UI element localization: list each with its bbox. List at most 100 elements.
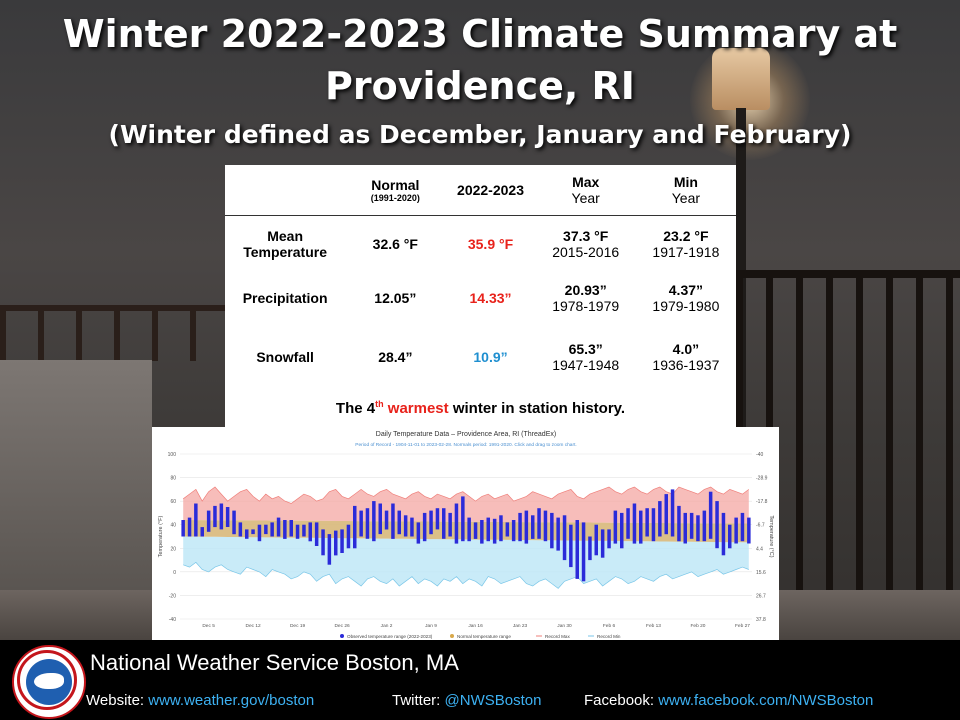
cell-min-value: 4.37” bbox=[668, 281, 704, 298]
twitter-link[interactable]: @NWSBoston bbox=[444, 692, 542, 709]
background-fence-left bbox=[0, 305, 225, 361]
legend-swatch bbox=[450, 634, 454, 638]
y2-tick-label: -28.9 bbox=[756, 476, 768, 482]
observed-bar bbox=[556, 517, 560, 551]
climate-stats-table: Normal (1991-2020) 2022-2023 Max Year Mi… bbox=[225, 165, 736, 390]
cell-current: 10.9” bbox=[473, 348, 508, 365]
cell-max-value: 20.93” bbox=[564, 281, 607, 298]
warmest-winter-note: The 4th warmest winter in station histor… bbox=[225, 399, 736, 417]
observed-bar bbox=[747, 517, 751, 544]
cell-normal: 28.4” bbox=[378, 348, 413, 365]
observed-bar bbox=[511, 520, 516, 542]
observed-bar bbox=[302, 524, 306, 537]
header-normal-label: Normal bbox=[371, 177, 420, 193]
x-tick-label: Feb 20 bbox=[691, 623, 706, 629]
observed-bar bbox=[264, 524, 268, 535]
row-label-temperature: Mean Temperature bbox=[225, 216, 345, 272]
observed-bar bbox=[569, 524, 573, 568]
temperature-chart-panel[interactable]: Daily Temperature Data – Providence Area… bbox=[152, 427, 779, 645]
cell-min: 4.0” 1936-1937 bbox=[636, 324, 736, 390]
facebook-group: Facebook: www.facebook.com/NWSBoston bbox=[584, 692, 873, 709]
observed-bar bbox=[581, 522, 586, 582]
twitter-label: Twitter: bbox=[392, 692, 441, 709]
header-current: 2022-2023 bbox=[445, 165, 536, 216]
cell-min-year: 1936-1937 bbox=[652, 356, 720, 373]
observed-bar bbox=[187, 517, 192, 537]
observed-bar bbox=[677, 505, 681, 542]
y-tick-label: 20 bbox=[170, 546, 176, 552]
x-tick-label: Jan 23 bbox=[513, 623, 528, 629]
y-tick-label: -40 bbox=[169, 617, 176, 623]
header-min: Min Year bbox=[635, 165, 736, 216]
observed-bar bbox=[645, 508, 649, 537]
row-label-precipitation: Precipitation bbox=[242, 289, 328, 306]
website-link[interactable]: www.weather.gov/boston bbox=[148, 692, 315, 709]
header-normal: Normal (1991-2020) bbox=[345, 165, 446, 216]
x-tick-label: Dec 5 bbox=[202, 623, 215, 629]
observed-bar bbox=[181, 520, 185, 537]
legend-item: Observed temperature range (2022-2023) bbox=[347, 634, 433, 639]
observed-bar bbox=[238, 522, 243, 537]
observed-bar bbox=[467, 517, 471, 542]
observed-bar bbox=[289, 520, 293, 537]
x-tick-label: Feb 6 bbox=[603, 623, 616, 629]
legend-item: Record Max bbox=[545, 634, 570, 639]
cell-normal: 32.6 °F bbox=[372, 235, 418, 252]
cell-max-value: 65.3” bbox=[568, 340, 603, 357]
note-pre: The 4 bbox=[335, 400, 376, 417]
y-tick-label: -20 bbox=[169, 593, 176, 599]
observed-bar bbox=[403, 515, 408, 537]
observed-bar bbox=[626, 508, 630, 539]
observed-bar bbox=[607, 529, 611, 549]
observed-bar bbox=[283, 520, 287, 539]
row-label-line1: Mean bbox=[267, 227, 304, 244]
cell-min: 23.2 °F 1917-1918 bbox=[636, 216, 736, 272]
cell-min-year: 1917-1918 bbox=[652, 243, 720, 260]
facebook-link[interactable]: www.facebook.com/NWSBoston bbox=[658, 692, 874, 709]
observed-bar bbox=[422, 512, 427, 542]
cell-current: 14.33” bbox=[469, 289, 512, 306]
y2-tick-label: 26.7 bbox=[756, 593, 766, 599]
observed-bar bbox=[670, 489, 675, 537]
observed-bar bbox=[531, 515, 535, 539]
observed-bar bbox=[728, 524, 732, 549]
nws-logo bbox=[12, 645, 86, 719]
observed-bar bbox=[588, 536, 592, 561]
observed-bar bbox=[251, 529, 255, 535]
legend-swatch bbox=[340, 634, 344, 638]
observed-bar bbox=[276, 517, 281, 537]
street-lamp bbox=[712, 48, 770, 110]
x-tick-label: Jan 2 bbox=[381, 623, 393, 629]
header-min-label: Min bbox=[673, 174, 698, 190]
y2-tick-label: 4.4 bbox=[756, 546, 763, 552]
observed-bar bbox=[620, 512, 624, 549]
observed-bar bbox=[448, 512, 452, 537]
observed-bar bbox=[232, 510, 236, 535]
temperature-chart[interactable]: Daily Temperature Data – Providence Area… bbox=[152, 427, 779, 645]
observed-bar bbox=[346, 524, 351, 549]
x-tick-label: Dec 26 bbox=[334, 623, 350, 629]
cell-normal: 12.05” bbox=[374, 289, 417, 306]
cell-min-value: 23.2 °F bbox=[663, 227, 709, 244]
record-min-line bbox=[183, 561, 749, 589]
lamp-post bbox=[736, 108, 746, 428]
observed-bar bbox=[702, 510, 707, 542]
org-name: National Weather Service Boston, MA bbox=[90, 650, 459, 675]
climate-stats-panel: Normal (1991-2020) 2022-2023 Max Year Mi… bbox=[225, 165, 736, 427]
observed-bar bbox=[353, 505, 357, 549]
legend-item: Record Min bbox=[597, 634, 621, 639]
observed-bar bbox=[683, 512, 687, 544]
observed-bar bbox=[397, 510, 401, 535]
observed-bar bbox=[740, 512, 745, 542]
observed-bar bbox=[416, 522, 421, 544]
logo-bird-icon bbox=[34, 673, 64, 689]
cell-max-year: 1978-1979 bbox=[552, 297, 620, 314]
x-tick-label: Jan 30 bbox=[557, 623, 572, 629]
observed-bar bbox=[308, 522, 312, 542]
facebook-label: Facebook: bbox=[584, 692, 655, 709]
observed-bar bbox=[632, 503, 637, 544]
observed-bar bbox=[442, 508, 446, 539]
observed-bar bbox=[543, 510, 548, 542]
observed-bar bbox=[334, 530, 338, 556]
y-axis-title: Temperature (°F) bbox=[158, 516, 164, 558]
